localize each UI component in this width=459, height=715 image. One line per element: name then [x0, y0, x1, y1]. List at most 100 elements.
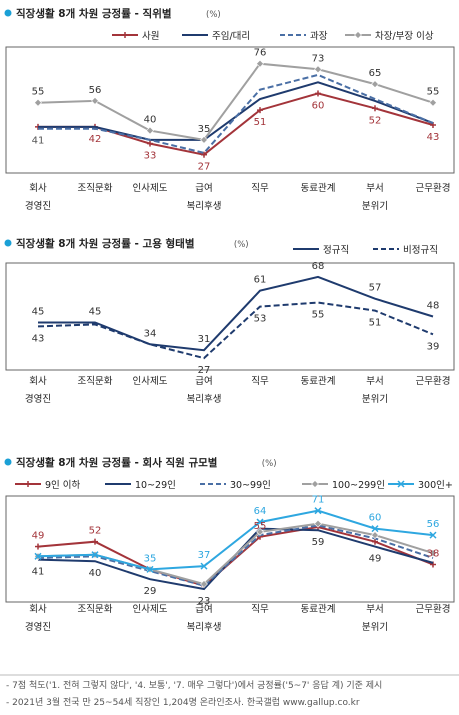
title-bullet-icon: [4, 458, 12, 466]
data-label: 23: [198, 596, 211, 607]
x-tick-label: 조직문화: [78, 376, 113, 387]
chart-title: 직장생활 8개 차원 긍정률 - 회사 직원 규모별: [16, 456, 217, 469]
x-tick-label-line: 조직문화: [78, 604, 113, 615]
legend-item: 300인+: [388, 480, 453, 491]
data-label: 55: [427, 87, 440, 98]
x-tick-label: 인사제도: [133, 604, 168, 615]
data-point: [200, 580, 208, 588]
data-label: 60: [312, 100, 325, 111]
data-label: 51: [369, 318, 382, 329]
legend-label: 비정규직: [403, 245, 438, 256]
x-marker: [429, 531, 437, 539]
diamond-marker: [34, 98, 42, 107]
series-line: [37, 524, 434, 587]
data-label: 45: [89, 306, 102, 317]
data-point: [92, 538, 98, 545]
legend-label: 10~29인: [135, 480, 176, 491]
diamond-marker: [314, 519, 322, 528]
x-tick-label-line: 근무환경: [416, 182, 451, 194]
legend-label: 과장: [310, 31, 328, 42]
data-label: 42: [89, 134, 102, 145]
data-label: 61: [254, 275, 267, 286]
data-point: [371, 525, 379, 533]
plot-area: [5, 46, 455, 174]
x-tick-label-line: 동료관계: [301, 182, 336, 194]
data-label: 27: [198, 162, 211, 173]
x-tick-label-line: 복리후생: [187, 622, 222, 633]
legend-item: 100~299인: [302, 480, 385, 491]
chart-title-unit: (%): [206, 10, 221, 20]
data-label: 55: [32, 87, 45, 98]
footnote-survey: - 2021년 3월 전국 만 25~54세 직장인 1,204명 온라인조사.…: [6, 698, 360, 708]
data-label: 59: [312, 537, 325, 548]
data-point: [200, 135, 208, 144]
x-tick-label-line: 동료관계: [301, 603, 336, 615]
series-line: [37, 301, 434, 360]
data-label: 35: [144, 553, 157, 564]
data-label: 37: [198, 550, 211, 561]
x-tick-label: 인사제도: [133, 376, 168, 387]
x-tick-label-line: 회사: [29, 604, 47, 615]
legend-label: 300인+: [418, 480, 453, 491]
data-label: 57: [369, 283, 382, 294]
x-marker: [91, 551, 99, 559]
data-point: [256, 59, 264, 68]
data-point: [146, 126, 154, 135]
legend-item: 사원: [112, 31, 159, 42]
chart-1: 직장생활 8개 차원 긍정률 - 직위별 (%) 사원 주임/대리 과장 차장/부장 이상…: [4, 7, 455, 212]
data-label: 48: [427, 301, 440, 312]
x-tick-label-line: 부서: [366, 376, 383, 387]
chart-title-unit: (%): [234, 240, 249, 250]
data-label: 73: [312, 53, 325, 64]
x-tick-label-line: 경영진: [25, 621, 51, 633]
x-tick-label-line: 경영진: [25, 200, 51, 212]
chart-2: 직장생활 8개 차원 긍정률 - 고용 형태별 (%) 정규직 비정규직 45 45 34 3…: [4, 237, 455, 405]
x-tick-label-line: 인사제도: [133, 376, 168, 387]
x-tick-label-line: 직무: [251, 604, 269, 615]
diamond-marker: [91, 96, 99, 105]
x-tick-label: 직무: [251, 183, 269, 194]
data-point: [372, 105, 378, 112]
data-label: 53: [254, 314, 267, 325]
diamond-marker: [256, 527, 264, 536]
legend-label: 주임/대리: [212, 30, 250, 42]
data-label: 43: [32, 333, 45, 344]
data-point: [146, 565, 154, 573]
diamond-marker: [371, 531, 379, 540]
legend-label: 정규직: [323, 245, 349, 256]
footnotes: - 7점 척도('1. 전혀 그렇지 않다', '4. 보통', '7. 매우 …: [6, 678, 456, 712]
x-tick-label-line: 분위기: [362, 200, 388, 212]
data-point: [314, 519, 322, 528]
data-label: 76: [254, 48, 267, 59]
data-point: [256, 518, 264, 526]
plot-area: [5, 262, 455, 371]
chart-title: 직장생활 8개 차원 긍정률 - 고용 형태별: [16, 237, 195, 250]
data-point: [372, 538, 378, 545]
x-tick-label-line: 근무환경: [416, 603, 451, 615]
data-point: [371, 531, 379, 540]
data-label: 43: [427, 132, 440, 143]
x-tick-label: 동료관계: [301, 182, 336, 194]
data-point: [34, 98, 42, 107]
data-label: 64: [254, 506, 267, 517]
x-tick-label-line: 급여: [195, 182, 212, 194]
data-label: 49: [369, 554, 382, 565]
diamond-marker: [146, 126, 154, 135]
x-tick-label-line: 회사: [29, 183, 47, 194]
x-tick-label-line: 급여: [195, 603, 212, 615]
data-point: [429, 531, 437, 539]
data-label: 65: [369, 68, 382, 79]
data-point: [200, 562, 208, 570]
x-tick-label-line: 분위기: [362, 393, 388, 405]
x-tick-label-line: 분위기: [362, 621, 388, 633]
data-point: [201, 151, 207, 158]
data-label: 56: [427, 519, 440, 530]
data-label: 52: [369, 115, 382, 126]
series-line: [37, 509, 434, 571]
diamond-marker: [354, 31, 362, 39]
data-point: [35, 543, 41, 550]
